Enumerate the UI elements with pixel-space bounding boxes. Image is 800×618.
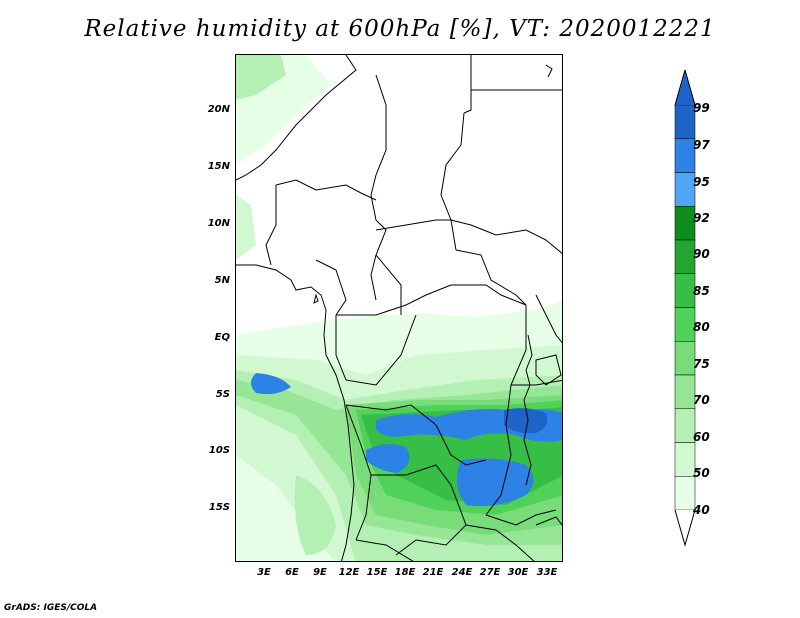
colorbar-bottom-arrow (674, 509, 696, 547)
colorbar-segment-80 (674, 307, 696, 342)
humidity-field-map (236, 55, 562, 561)
colorbar-label-60: 60 (693, 430, 710, 444)
lat-label-15s: 15S (208, 502, 230, 513)
colorbar (674, 70, 696, 547)
lon-label-9e: 9E (313, 567, 327, 578)
colorbar-segment-70 (674, 374, 696, 409)
lon-label-18e: 18E (394, 567, 416, 578)
colorbar-label-75: 75 (693, 357, 710, 371)
lat-label-10s: 10S (208, 445, 230, 456)
lat-label-5n: 5N (214, 275, 230, 286)
colorbar-label-97: 97 (693, 138, 710, 152)
colorbar-label-80: 80 (693, 320, 710, 334)
colorbar-segment-50 (674, 442, 696, 477)
colorbar-top-arrow (674, 70, 696, 106)
lat-label-5s: 5S (215, 389, 230, 400)
colorbar-segment-97 (674, 138, 696, 173)
coastline (236, 64, 562, 561)
colorbar-label-40: 40 (693, 503, 710, 517)
colorbar-segment-40 (674, 476, 696, 511)
lon-label-33e: 33E (536, 567, 558, 578)
country-borders (236, 55, 562, 561)
colorbar-segment-95 (674, 172, 696, 207)
colorbar-segment-99 (674, 104, 696, 139)
lon-label-27e: 27E (479, 567, 501, 578)
colorbar-label-95: 95 (693, 175, 710, 189)
colorbar-label-90: 90 (693, 247, 710, 261)
map-title: Relative humidity at 600hPa [%], VT: 202… (84, 16, 716, 42)
lon-label-30e: 30E (507, 567, 529, 578)
lon-label-6e: 6E (285, 567, 299, 578)
lon-label-12e: 12E (338, 567, 360, 578)
colorbar-label-85: 85 (693, 284, 710, 298)
lat-label-20n: 20N (207, 104, 230, 115)
colorbar-segment-90 (674, 239, 696, 274)
lat-label-eq: EQ (214, 332, 230, 343)
lat-label-10n: 10N (207, 218, 230, 229)
colorbar-label-70: 70 (693, 393, 710, 407)
colorbar-label-99: 99 (693, 101, 710, 115)
colorbar-label-50: 50 (693, 466, 710, 480)
lon-label-3e: 3E (257, 567, 271, 578)
lon-label-15e: 15E (366, 567, 388, 578)
colorbar-segment-60 (674, 408, 696, 443)
humidity-shading (236, 55, 562, 561)
lon-label-21e: 21E (422, 567, 444, 578)
colorbar-segment-75 (674, 341, 696, 376)
colorbar-segment-92 (674, 206, 696, 241)
lat-label-15n: 15N (207, 161, 230, 172)
grads-credit: GrADS: IGES/COLA (4, 603, 98, 613)
lon-label-24e: 24E (451, 567, 473, 578)
colorbar-label-92: 92 (693, 211, 710, 225)
colorbar-segment-85 (674, 273, 696, 308)
map-panel (235, 54, 563, 562)
